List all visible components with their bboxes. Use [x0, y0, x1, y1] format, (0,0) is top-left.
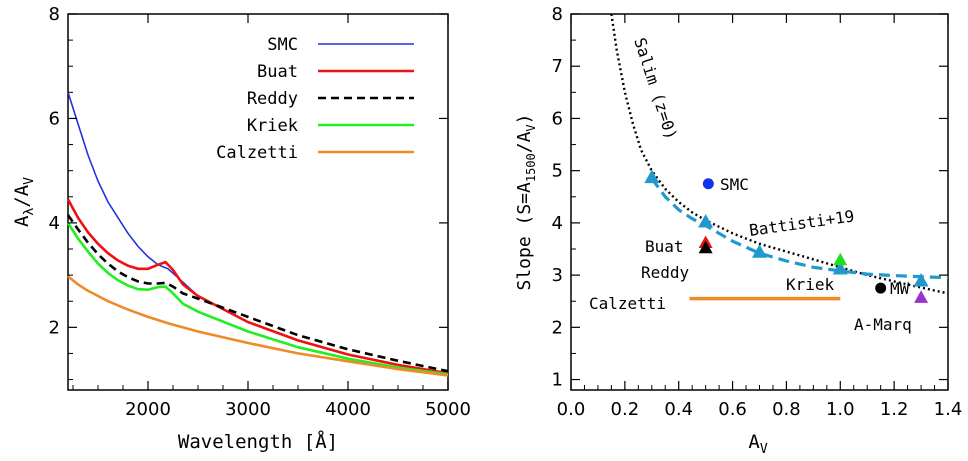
- right-x-tick-label: 1.2: [880, 399, 909, 420]
- reddy-label: Reddy: [641, 263, 690, 282]
- right-y-label-sub2: V: [524, 124, 538, 131]
- right-ticks: 0.0 0.2 0.4 0.6 0.8 1.0 1.2 1.4 1 2 3 4 5 6 7 8: [552, 4, 963, 420]
- right-y-label-a: Slope (S=A: [514, 182, 535, 291]
- point-mw: [875, 282, 887, 294]
- legend-label-buat: Buat: [257, 62, 298, 82]
- battisti-marker: [832, 260, 848, 275]
- right-y-tick-label: 6: [552, 108, 563, 129]
- mw-label: MW: [890, 279, 910, 298]
- battisti-marker: [644, 169, 660, 184]
- point-smc: [702, 178, 714, 190]
- left-x-tick-label: 4000: [325, 399, 371, 420]
- left-y-label-sub1: λ: [22, 208, 37, 216]
- battisti-marker: [913, 272, 929, 287]
- left-y-axis-label: Aλ/AV: [11, 177, 37, 227]
- left-y-label-sub2: V: [22, 177, 37, 185]
- right-y-label-sub1: 1500: [524, 153, 538, 182]
- right-x-tick-label: 0.2: [611, 399, 640, 420]
- right-x-label-main: A: [748, 431, 760, 453]
- battisti-marker: [698, 213, 714, 228]
- right-x-tick-label: 1.0: [826, 399, 855, 420]
- right-x-tick-label: 1.4: [934, 399, 963, 420]
- left-y-label-mid: /A: [11, 184, 33, 207]
- battisti-marker: [752, 244, 767, 258]
- left-y-tick-label: 2: [49, 317, 60, 338]
- left-y-label-main: A: [11, 215, 33, 227]
- left-series-line-reddy: [66, 214, 449, 373]
- left-x-tick-label: 3000: [225, 399, 271, 420]
- left-x-tick-label: 2000: [125, 399, 171, 420]
- right-x-tick-label: 0.0: [557, 399, 586, 420]
- battisti-label: Battisti+19: [748, 206, 856, 240]
- legend-label-reddy: Reddy: [247, 89, 298, 109]
- left-legend: SMC Buat Reddy Kriek Calzetti: [216, 35, 414, 163]
- left-ticks: 2000 3000 4000 5000 2 4 6 8: [49, 4, 471, 420]
- right-y-tick-label: 8: [552, 4, 563, 25]
- right-x-tick-label: 0.8: [772, 399, 801, 420]
- legend-label-smc: SMC: [267, 35, 298, 55]
- left-series-group: [66, 92, 449, 377]
- kriek-label: Kriek: [786, 275, 835, 294]
- buat-label: Buat: [645, 237, 684, 256]
- battisti-line: [650, 177, 949, 280]
- right-y-label-b: /A: [514, 131, 535, 153]
- legend-label-calzetti: Calzetti: [216, 143, 298, 163]
- left-panel: 2000 3000 4000 5000 2 4 6 8 SMC Buat Reddy Kriek Ca…: [11, 4, 471, 453]
- point-a-marq: [914, 290, 929, 303]
- right-y-axis-label: Slope (S=A1500/AV): [514, 113, 538, 290]
- right-y-tick-label: 7: [552, 56, 563, 77]
- calzetti-label: Calzetti: [589, 294, 666, 313]
- right-x-tick-label: 0.4: [664, 399, 693, 420]
- left-y-tick-label: 6: [49, 108, 60, 129]
- smc-label: SMC: [720, 175, 749, 194]
- right-y-tick-label: 3: [552, 265, 563, 286]
- legend-label-kriek: Kriek: [247, 116, 298, 136]
- left-series-line-calzetti: [67, 275, 449, 377]
- point-reddy: [698, 240, 713, 254]
- right-y-tick-label: 4: [552, 213, 563, 234]
- salim-label: Salim (z=0): [630, 35, 681, 142]
- point-kriek: [833, 252, 848, 266]
- right-y-tick-label: 1: [552, 370, 563, 391]
- left-y-tick-label: 8: [49, 4, 60, 25]
- right-y-label-c: ): [514, 113, 535, 124]
- right-annotations: Salim (z=0) SMC Battisti+19 Buat Reddy K…: [589, 35, 912, 334]
- right-points-group: [644, 169, 929, 303]
- left-series-line-kriek: [66, 222, 449, 376]
- right-y-tick-label: 5: [552, 161, 563, 182]
- right-x-label-sub: V: [760, 442, 768, 457]
- left-x-axis-label: Wavelength [Å]: [178, 430, 338, 453]
- amarq-label: A-Marq: [854, 315, 912, 334]
- right-y-tick-label: 2: [552, 317, 563, 338]
- left-y-tick-label: 4: [49, 213, 60, 234]
- right-x-axis-label: AV: [748, 431, 767, 457]
- left-series-line-buat: [66, 198, 449, 375]
- left-x-tick-label: 5000: [425, 399, 471, 420]
- right-panel: 0.0 0.2 0.4 0.6 0.8 1.0 1.2 1.4 1 2 3 4 5 6 7 8 Salim (…: [514, 4, 962, 457]
- right-x-tick-label: 0.6: [718, 399, 747, 420]
